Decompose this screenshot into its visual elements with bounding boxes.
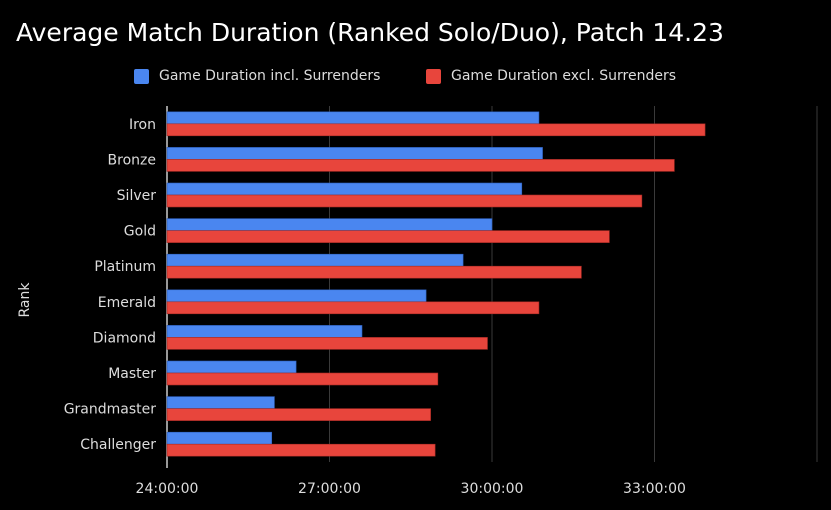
bar-incl bbox=[166, 289, 427, 303]
y-category-label: Iron bbox=[129, 117, 156, 133]
y-category-label: Gold bbox=[124, 224, 156, 240]
bar-incl bbox=[166, 360, 297, 374]
legend-item-excl: Game Duration excl. Surrenders bbox=[426, 66, 676, 86]
bar-incl bbox=[166, 182, 523, 196]
bar-excl bbox=[166, 123, 706, 137]
bar-incl bbox=[166, 253, 464, 267]
bar-incl bbox=[166, 111, 540, 125]
bar-incl bbox=[166, 147, 543, 160]
y-axis-title: Rank bbox=[17, 282, 33, 318]
bar-excl bbox=[166, 372, 439, 386]
x-tick-label: 33:00:00 bbox=[623, 481, 686, 497]
legend-swatch-excl bbox=[426, 68, 441, 84]
legend-label-incl: Game Duration incl. Surrenders bbox=[159, 68, 381, 84]
x-tick-label: 30:00:00 bbox=[461, 481, 524, 497]
legend: Game Duration incl. Surrenders Game Dura… bbox=[0, 66, 831, 86]
bar-excl bbox=[166, 159, 675, 172]
bar-excl bbox=[166, 301, 540, 315]
legend-swatch-incl bbox=[134, 68, 149, 84]
bar-excl bbox=[166, 337, 488, 350]
bar-excl bbox=[166, 265, 582, 279]
legend-item-incl: Game Duration incl. Surrenders bbox=[134, 66, 380, 86]
legend-label-excl: Game Duration excl. Surrenders bbox=[451, 68, 677, 84]
y-category-label: Grandmaster bbox=[64, 402, 157, 418]
y-category-label: Platinum bbox=[94, 259, 156, 275]
bar-incl bbox=[166, 396, 275, 409]
y-category-label: Emerald bbox=[98, 295, 156, 311]
bar-incl bbox=[166, 325, 363, 338]
bar-incl bbox=[166, 431, 273, 445]
y-category-label: Diamond bbox=[93, 330, 156, 346]
bar-excl bbox=[166, 443, 436, 457]
y-category-label: Silver bbox=[117, 188, 157, 204]
y-category-label: Challenger bbox=[80, 437, 156, 453]
x-tick-label: 24:00:00 bbox=[136, 481, 199, 497]
bar-excl bbox=[166, 194, 643, 208]
bar-excl bbox=[166, 408, 431, 421]
y-category-label: Bronze bbox=[108, 152, 156, 168]
y-category-label: Master bbox=[108, 366, 156, 382]
chart-title: Average Match Duration (Ranked Solo/Duo)… bbox=[16, 18, 724, 47]
bar-excl bbox=[166, 230, 610, 243]
x-tick-label: 27:00:00 bbox=[298, 481, 361, 497]
bar-incl bbox=[166, 218, 493, 231]
